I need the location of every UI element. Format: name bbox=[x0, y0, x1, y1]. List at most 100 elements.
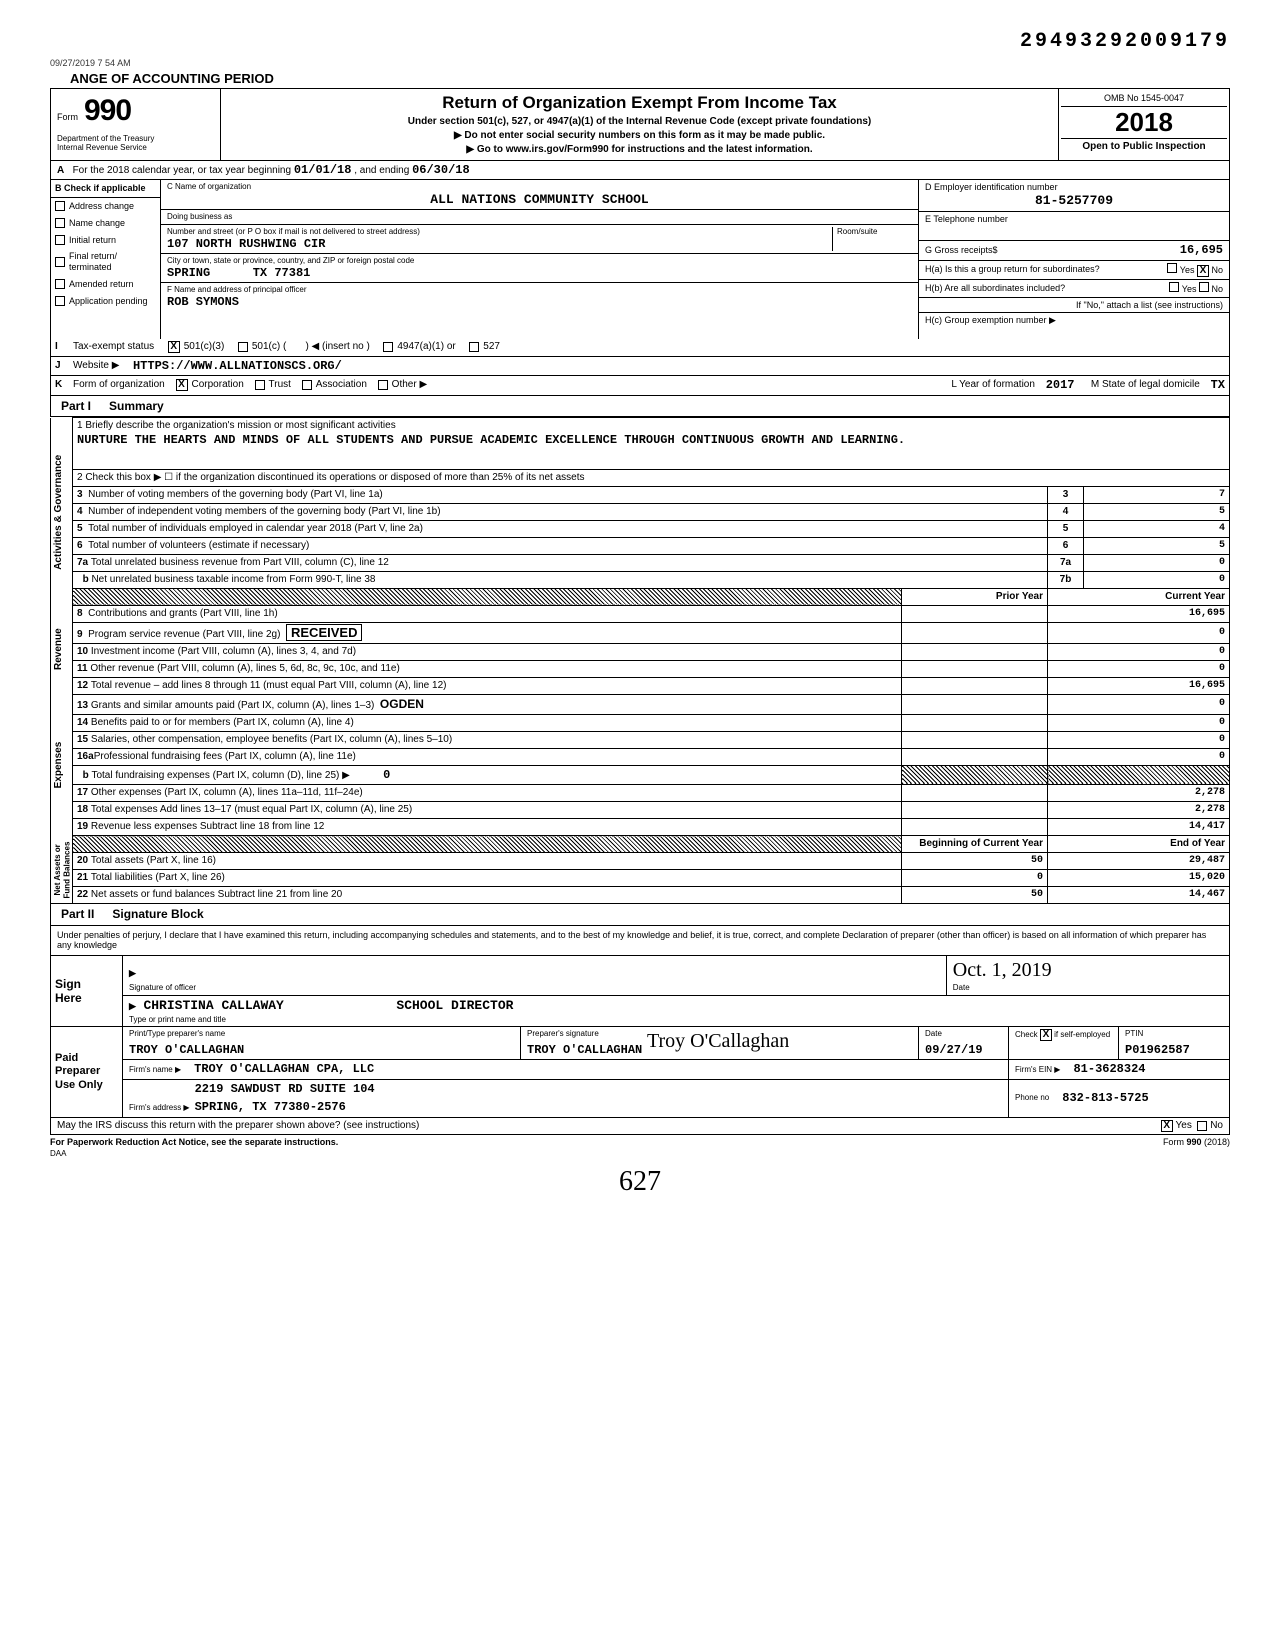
cb-final-return[interactable]: Final return/ terminated bbox=[51, 248, 160, 276]
summary-table: Activities & Governance 1 Briefly descri… bbox=[50, 417, 1230, 904]
cb-app-pending[interactable]: Application pending bbox=[51, 293, 160, 310]
officer-label: F Name and address of principal officer bbox=[167, 285, 912, 295]
row-3: 3 Number of voting members of the govern… bbox=[51, 486, 1230, 503]
row-16a: 16aProfessional fundraising fees (Part I… bbox=[51, 748, 1230, 765]
hc-label: H(c) Group exemption number ▶ bbox=[919, 313, 1229, 328]
paid-preparer-block: Paid Preparer Use Only Print/Type prepar… bbox=[50, 1027, 1230, 1117]
room-label: Room/suite bbox=[837, 227, 912, 237]
ha-label: H(a) Is this a group return for subordin… bbox=[925, 264, 1100, 275]
form-label: Form bbox=[57, 112, 78, 123]
sign-date: Oct. 1, 2019 bbox=[953, 959, 1052, 981]
ssn-warning: ▶ Do not enter social security numbers o… bbox=[229, 130, 1050, 142]
open-public: Open to Public Inspection bbox=[1061, 138, 1227, 155]
row-7b: b Net unrelated business taxable income … bbox=[51, 571, 1230, 588]
row-20: 20 Total assets (Part X, line 16)5029,48… bbox=[51, 853, 1230, 870]
firm-address-1: 2219 SAWDUST RD SUITE 104 bbox=[195, 1082, 375, 1096]
row-a: A For the 2018 calendar year, or tax yea… bbox=[50, 160, 1230, 179]
cb-name-change[interactable]: Name change bbox=[51, 215, 160, 232]
org-name-label: C Name of organization bbox=[167, 182, 912, 192]
org-name: ALL NATIONS COMMUNITY SCHOOL bbox=[167, 192, 912, 208]
cb-other[interactable] bbox=[378, 380, 388, 390]
officer-typed-name: CHRISTINA CALLAWAY bbox=[143, 998, 283, 1013]
website-label: Website ▶ bbox=[73, 360, 119, 372]
sidebar-governance: Activities & Governance bbox=[53, 418, 65, 606]
tax-status-label: Tax-exempt status bbox=[73, 341, 154, 353]
cb-trust[interactable] bbox=[255, 380, 265, 390]
row-21: 21 Total liabilities (Part X, line 26)01… bbox=[51, 870, 1230, 887]
cb-discuss-yes[interactable]: X bbox=[1161, 1120, 1173, 1132]
state-zip: TX 77381 bbox=[253, 266, 311, 280]
gross-label: G Gross receipts$ bbox=[925, 245, 998, 256]
row-19: 19 Revenue less expenses Subtract line 1… bbox=[51, 819, 1230, 836]
eoy-head: End of Year bbox=[1048, 836, 1230, 853]
cb-4947[interactable] bbox=[383, 342, 393, 352]
dba-label: Doing business as bbox=[167, 212, 912, 222]
cb-discuss-no[interactable] bbox=[1197, 1121, 1207, 1131]
col-c: C Name of organization ALL NATIONS COMMU… bbox=[161, 180, 919, 339]
preparer-name: TROY O'CALLAGHAN bbox=[129, 1043, 244, 1057]
ein-label: D Employer identification number bbox=[925, 182, 1223, 193]
cb-501c3[interactable]: X bbox=[168, 341, 180, 353]
name-title-label: Type or print name and title bbox=[129, 1015, 226, 1024]
gross-value: 16,695 bbox=[1180, 243, 1223, 257]
form-header: Form 990 Department of the Treasury Inte… bbox=[50, 88, 1230, 159]
ptin: P01962587 bbox=[1125, 1043, 1190, 1057]
row-4: 4 Number of independent voting members o… bbox=[51, 503, 1230, 520]
prior-year-head: Prior Year bbox=[902, 588, 1048, 605]
tax-year: 2018 bbox=[1061, 107, 1227, 138]
year-formation: 2017 bbox=[1046, 378, 1075, 392]
cb-initial-return[interactable]: Initial return bbox=[51, 232, 160, 249]
officer-name: ROB SYMONS bbox=[167, 295, 912, 309]
boy-head: Beginning of Current Year bbox=[902, 836, 1048, 853]
cb-assoc[interactable] bbox=[302, 380, 312, 390]
part-i-header: Part I Summary bbox=[50, 396, 1230, 417]
firm-ein: 81-3628324 bbox=[1073, 1062, 1145, 1076]
date-label: Date bbox=[953, 983, 970, 992]
row-10: 10 Investment income (Part VIII, column … bbox=[51, 643, 1230, 660]
part-ii-header: Part II Signature Block bbox=[50, 904, 1230, 925]
cb-corp[interactable]: X bbox=[176, 379, 188, 391]
ein-value: 81-5257709 bbox=[925, 193, 1223, 209]
prep-date: 09/27/19 bbox=[925, 1043, 983, 1057]
row-8: Revenue8 Contributions and grants (Part … bbox=[51, 605, 1230, 622]
col-d: D Employer identification number 81-5257… bbox=[919, 180, 1229, 339]
change-accounting: ANGE OF ACCOUNTING PERIOD bbox=[70, 71, 1230, 87]
sign-here-block: Sign Here ▶ Signature of officer Oct. 1,… bbox=[50, 956, 1230, 1027]
current-year-head: Current Year bbox=[1048, 588, 1230, 605]
perjury-statement: Under penalties of perjury, I declare th… bbox=[50, 926, 1230, 957]
website-value: HTTPS://WWW.ALLNATIONSCS.ORG/ bbox=[133, 359, 342, 373]
row-13: Expenses13 Grants and similar amounts pa… bbox=[51, 694, 1230, 714]
firm-phone: 832-813-5725 bbox=[1062, 1091, 1148, 1105]
city-label: City or town, state or province, country… bbox=[167, 256, 912, 266]
year-formation-label: L Year of formation bbox=[951, 379, 1035, 391]
row-6: 6 Total number of volunteers (estimate i… bbox=[51, 537, 1230, 554]
preparer-signature: Troy O'Callaghan bbox=[647, 1029, 789, 1053]
city-value: SPRING bbox=[167, 266, 210, 280]
row-9: 9 Program service revenue (Part VIII, li… bbox=[51, 622, 1230, 643]
preparer-sig-typed: TROY O'CALLAGHAN bbox=[527, 1043, 642, 1057]
timestamp: 09/27/2019 7 54 AM bbox=[50, 58, 1230, 69]
dept-irs: Internal Revenue Service bbox=[57, 144, 214, 153]
block-bcd: B Check if applicable Address change Nam… bbox=[50, 179, 1230, 339]
cb-527[interactable] bbox=[469, 342, 479, 352]
cb-501c[interactable] bbox=[238, 342, 248, 352]
line2: 2 Check this box ▶ ☐ if the organization… bbox=[73, 469, 1230, 486]
phone-label: E Telephone number bbox=[925, 214, 1223, 225]
line1-label: 1 Briefly describe the organization's mi… bbox=[77, 420, 1225, 432]
sub-title: Under section 501(c), 527, or 4947(a)(1)… bbox=[229, 116, 1050, 128]
state-domicile: TX bbox=[1211, 378, 1225, 392]
cb-address-change[interactable]: Address change bbox=[51, 198, 160, 215]
cb-amended[interactable]: Amended return bbox=[51, 276, 160, 293]
omb-number: OMB No 1545-0047 bbox=[1061, 91, 1227, 107]
hb-note: If "No," attach a list (see instructions… bbox=[919, 298, 1229, 314]
col-b: B Check if applicable Address change Nam… bbox=[51, 180, 161, 339]
mission-text: NURTURE THE HEARTS AND MINDS OF ALL STUD… bbox=[77, 432, 1225, 449]
daa: DAA bbox=[50, 1149, 1230, 1159]
officer-title: SCHOOL DIRECTOR bbox=[396, 998, 513, 1013]
firm-address-2: SPRING, TX 77380-2576 bbox=[195, 1100, 346, 1114]
row-15: 15 Salaries, other compensation, employe… bbox=[51, 731, 1230, 748]
row-11: 11 Other revenue (Part VIII, column (A),… bbox=[51, 660, 1230, 677]
hb-label: H(b) Are all subordinates included? bbox=[925, 283, 1065, 294]
row-22: 22 Net assets or fund balances Subtract … bbox=[51, 887, 1230, 904]
street-value: 107 NORTH RUSHWING CIR bbox=[167, 237, 832, 251]
